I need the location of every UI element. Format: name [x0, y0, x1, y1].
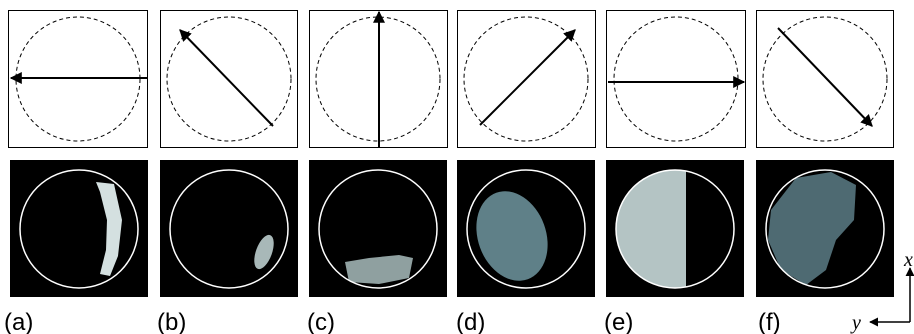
axis-label-y: y — [850, 312, 861, 334]
axis-label-x: x — [903, 249, 913, 271]
panel-label: (c) — [307, 309, 335, 334]
panel-a-box — [9, 11, 148, 148]
panel-e-image — [606, 160, 744, 297]
panel-a-image — [10, 160, 148, 297]
panel-c-box — [310, 11, 448, 149]
panel-d-image — [457, 160, 595, 297]
panel-b-box — [161, 11, 298, 148]
panel-f-image — [756, 160, 894, 297]
panel-e-box — [607, 11, 746, 148]
figure: (a) (b) (c) (d) (e) (f) x y — [0, 0, 914, 334]
panel-label: (f) — [758, 309, 781, 334]
panel-f-box — [757, 11, 894, 148]
panel-label: (e) — [604, 309, 633, 334]
panel-c-image — [309, 160, 447, 297]
panel-label: (d) — [456, 309, 485, 334]
panel-label: (a) — [4, 309, 33, 334]
panel-d-box — [458, 11, 596, 148]
panel-b-image — [160, 160, 298, 297]
polarization-row — [9, 11, 894, 149]
image-row — [10, 160, 894, 297]
panel-label: (b) — [157, 309, 186, 334]
